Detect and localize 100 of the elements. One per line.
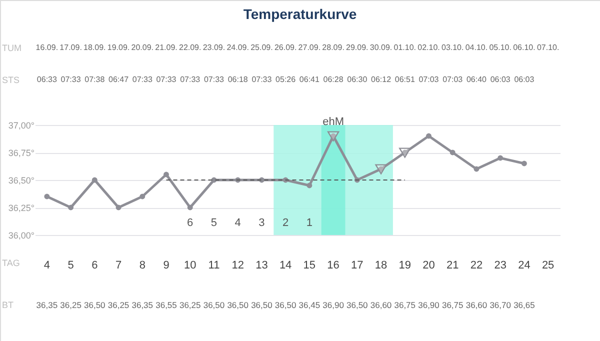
text: 06:51 bbox=[394, 75, 416, 84]
data-label: 36,25 bbox=[108, 300, 130, 310]
data-label: 36,75 bbox=[394, 300, 416, 310]
annotation: ehM bbox=[322, 116, 344, 128]
point bbox=[474, 166, 480, 172]
text: 18.09. bbox=[84, 43, 106, 52]
annotation: 5 bbox=[210, 217, 218, 229]
point bbox=[426, 133, 432, 139]
x-tick-label: 23 bbox=[494, 260, 506, 272]
text: 25.09. bbox=[250, 43, 273, 52]
text: STS bbox=[2, 75, 20, 85]
data-label: 36,35 bbox=[132, 300, 154, 310]
x-tick-label: 12 bbox=[232, 260, 244, 272]
point bbox=[164, 172, 169, 178]
chart-title: Temperaturkurve bbox=[243, 6, 357, 22]
data-label: 36,50 bbox=[251, 300, 273, 310]
text: 23.09. bbox=[202, 43, 226, 52]
data-label: 36,50 bbox=[346, 300, 368, 310]
text: 07:33 bbox=[132, 75, 153, 84]
point bbox=[450, 150, 456, 156]
text: 06.10. bbox=[513, 43, 536, 52]
data-label: 36,25 bbox=[179, 300, 202, 310]
text: 28.09. bbox=[322, 43, 344, 52]
x-tick-label: 14 bbox=[279, 260, 292, 272]
x-tick-label: 20 bbox=[422, 260, 435, 272]
y-tick-label: 36,25° bbox=[8, 203, 35, 213]
text: 06:03 bbox=[514, 75, 535, 84]
x-tick-label: 13 bbox=[256, 260, 268, 272]
point bbox=[187, 204, 193, 210]
text: BT bbox=[2, 300, 14, 310]
text: 07:33 bbox=[252, 75, 272, 84]
text: 05.10. bbox=[489, 43, 512, 52]
data-label: 36,45 bbox=[298, 300, 320, 310]
data-label: 36,50 bbox=[203, 300, 225, 310]
x-tick-label: 25 bbox=[542, 260, 554, 272]
text: 01.10. bbox=[394, 43, 416, 52]
data-label: 36,60 bbox=[466, 300, 488, 310]
text: 27.09. bbox=[298, 43, 321, 52]
y-tick-label: 36,75° bbox=[8, 148, 35, 158]
text: 26.09. bbox=[274, 43, 297, 52]
text: 19.09. bbox=[107, 43, 130, 52]
x-tick-label: 22 bbox=[470, 260, 483, 272]
y-tick-label: 36,00° bbox=[8, 230, 35, 240]
text: 07:38 bbox=[84, 75, 106, 84]
annotation: 3 bbox=[258, 217, 265, 229]
data-label: 36,35 bbox=[36, 300, 58, 310]
annotation: 1 bbox=[306, 217, 312, 229]
text: 05:26 bbox=[276, 75, 296, 84]
x-tick-label: 24 bbox=[518, 260, 530, 272]
text: 03.10. bbox=[441, 43, 464, 52]
text: 20.09. bbox=[131, 43, 154, 52]
y-tick-label: 37,00° bbox=[8, 120, 35, 130]
text: 06:33 bbox=[36, 75, 58, 84]
text: 07:33 bbox=[204, 75, 225, 84]
x-tick-label: 6 bbox=[92, 260, 98, 272]
text: 04.10. bbox=[465, 43, 488, 52]
text: 06:40 bbox=[466, 75, 488, 84]
text: 06:47 bbox=[108, 75, 130, 84]
text: 06:03 bbox=[490, 75, 511, 84]
point bbox=[521, 160, 527, 166]
text: TUM bbox=[2, 43, 22, 53]
x-tick-label: 8 bbox=[139, 260, 146, 272]
data-label: 36,50 bbox=[84, 300, 106, 310]
data-label: 36,50 bbox=[227, 300, 249, 310]
data-label: 36,60 bbox=[370, 300, 392, 310]
x-tick-label: 19 bbox=[398, 260, 412, 272]
data-label: 36,50 bbox=[274, 300, 296, 310]
text: 22.09. bbox=[178, 43, 202, 52]
text: 06:41 bbox=[299, 75, 320, 84]
x-tick-label: 9 bbox=[163, 260, 170, 272]
point bbox=[140, 194, 146, 200]
x-tick-label: 5 bbox=[68, 260, 74, 272]
text: 07:03 bbox=[442, 75, 464, 84]
text: 17.09. bbox=[60, 43, 82, 52]
x-tick-label: 7 bbox=[115, 260, 122, 272]
text: 24.09. bbox=[226, 43, 249, 52]
point bbox=[44, 194, 50, 200]
text: 06:18 bbox=[228, 75, 248, 84]
data-label: 36,90 bbox=[418, 300, 440, 310]
x-tick-label: 21 bbox=[446, 260, 459, 272]
point bbox=[498, 155, 504, 161]
x-tick-label: 18 bbox=[374, 260, 388, 272]
text: 07:33 bbox=[60, 75, 82, 84]
text: 06:30 bbox=[347, 75, 368, 84]
text: 07:33 bbox=[180, 75, 201, 84]
text: 07.10. bbox=[536, 43, 560, 52]
x-tick-label: 17 bbox=[351, 260, 364, 272]
text: 07:03 bbox=[418, 75, 440, 84]
data-label: 36,75 bbox=[442, 300, 464, 310]
data-label: 36,25 bbox=[60, 300, 82, 310]
data-label: 36,90 bbox=[322, 300, 344, 310]
text: 06:28 bbox=[323, 75, 344, 84]
x-tick-label: 11 bbox=[208, 260, 220, 272]
data-label: 36,70 bbox=[490, 300, 512, 310]
annotation: 4 bbox=[234, 217, 241, 229]
annotation: 2 bbox=[282, 217, 289, 229]
text: 07:33 bbox=[156, 75, 177, 84]
text: 29.09. bbox=[346, 43, 368, 52]
point bbox=[92, 177, 98, 183]
point bbox=[116, 204, 122, 210]
